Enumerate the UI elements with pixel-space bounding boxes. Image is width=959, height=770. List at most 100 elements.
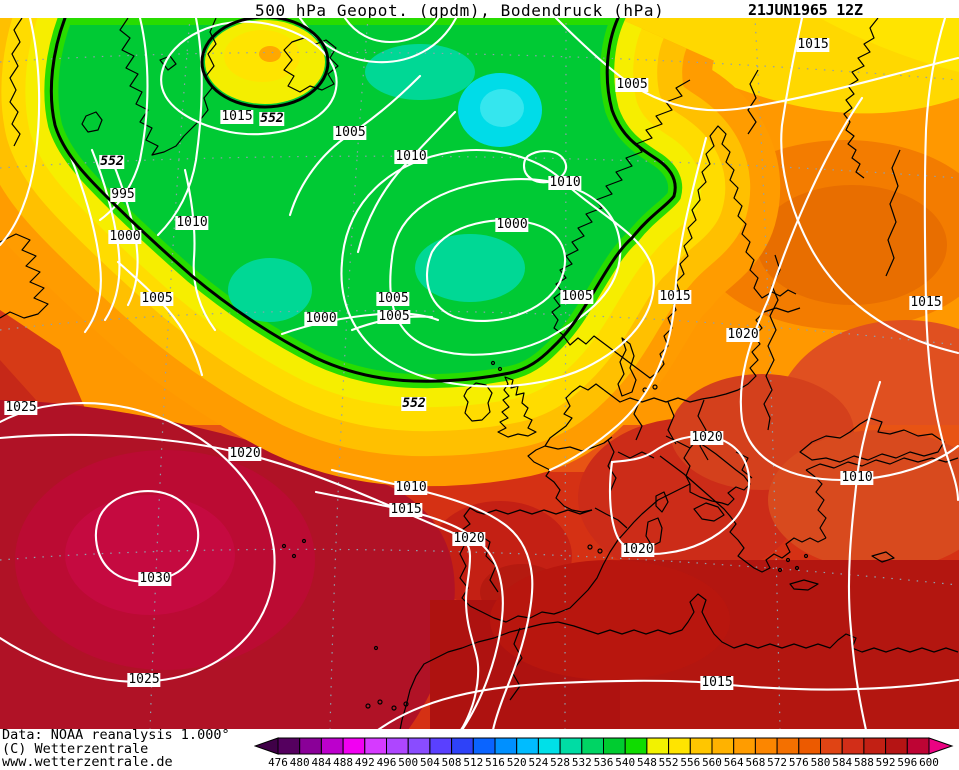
contour-label: 1020 bbox=[621, 542, 655, 557]
contour-label: 1020 bbox=[690, 430, 724, 445]
contour-label: 995 bbox=[110, 187, 136, 202]
colorbar-cell bbox=[776, 737, 800, 755]
colorbar-tick: 576 bbox=[789, 756, 809, 769]
footer: Data: NOAA reanalysis 1.000° (C) Wetterze… bbox=[0, 727, 959, 770]
contour-label: 1010 bbox=[548, 175, 582, 190]
title-bar: 500 hPa Geopot. (gpdm), Bodendruck (hPa)… bbox=[0, 0, 959, 20]
colorbar-cell bbox=[299, 737, 322, 755]
colorbar-tick: 536 bbox=[594, 756, 614, 769]
contour-label: 1005 bbox=[376, 291, 410, 306]
contour-label: 1015 bbox=[909, 295, 943, 310]
colorbar-cell bbox=[429, 737, 453, 755]
colorbar-cell bbox=[516, 737, 539, 755]
colorbar-tick: 488 bbox=[333, 756, 353, 769]
credit-line-2: (C) Wetterzentrale bbox=[2, 740, 149, 757]
colorbar-tick: 480 bbox=[290, 756, 310, 769]
colorbar-cell bbox=[711, 737, 735, 755]
colorbar-tick: 556 bbox=[680, 756, 700, 769]
map-datetime: 21JUN1965 12Z bbox=[748, 1, 863, 19]
colorbar-tick: 568 bbox=[745, 756, 765, 769]
colorbar-tick: 504 bbox=[420, 756, 440, 769]
contour-label: 1015 bbox=[796, 37, 830, 52]
colorbar-tick: 512 bbox=[463, 756, 483, 769]
contour-label: 1015 bbox=[658, 289, 692, 304]
contour-label: 1005 bbox=[140, 291, 174, 306]
contour-label: 1020 bbox=[452, 531, 486, 546]
contour-label: 552 bbox=[259, 111, 285, 126]
colorbar-cell bbox=[798, 737, 821, 755]
colorbar-tick: 584 bbox=[832, 756, 852, 769]
colorbar-cell bbox=[277, 737, 301, 755]
colorbar-cell bbox=[451, 737, 474, 755]
contour-label: 1000 bbox=[495, 217, 529, 232]
contour-label: 1005 bbox=[560, 289, 594, 304]
colorbar-tick: 588 bbox=[854, 756, 874, 769]
contour-label: 1005 bbox=[333, 125, 367, 140]
contour-label: 1015 bbox=[700, 675, 734, 690]
colorbar-arrow bbox=[254, 737, 279, 755]
contour-label: 1010 bbox=[175, 215, 209, 230]
map-title: 500 hPa Geopot. (gpdm), Bodendruck (hPa) bbox=[255, 1, 665, 20]
credit-line-1: Data: NOAA reanalysis 1.000° bbox=[2, 727, 230, 743]
colorbar-tick: 580 bbox=[811, 756, 831, 769]
colorbar-tick: 564 bbox=[724, 756, 744, 769]
contour-label: 1010 bbox=[394, 480, 428, 495]
colorbar-cell bbox=[320, 737, 344, 755]
contour-label: 1000 bbox=[304, 311, 338, 326]
contour-552 bbox=[49, 18, 677, 383]
colorbar-tick: 560 bbox=[702, 756, 722, 769]
colorbar-tick: 496 bbox=[377, 756, 397, 769]
colorbar-tick: 552 bbox=[659, 756, 679, 769]
contour-label: 1020 bbox=[228, 446, 262, 461]
contour-label: 1005 bbox=[615, 77, 649, 92]
contour-label: 1010 bbox=[840, 470, 874, 485]
colorbar-tick: 572 bbox=[767, 756, 787, 769]
colorbar-tick: 528 bbox=[550, 756, 570, 769]
contour-label: 1015 bbox=[389, 502, 423, 517]
colorbar-tick: 532 bbox=[572, 756, 592, 769]
colorbar-cell bbox=[407, 737, 431, 755]
colorbar-cell bbox=[603, 737, 626, 755]
colorbar-cell bbox=[646, 737, 670, 755]
colorbar-cell bbox=[624, 737, 648, 755]
colorbar-tick: 592 bbox=[876, 756, 896, 769]
colorbar-cell bbox=[581, 737, 604, 755]
colorbar-cell bbox=[342, 737, 366, 755]
colorbar-cell bbox=[386, 737, 409, 755]
colorbar-cell bbox=[668, 737, 691, 755]
colorbar-cell bbox=[537, 737, 561, 755]
colorbar-tick: 516 bbox=[485, 756, 505, 769]
colorbar-tick: 524 bbox=[528, 756, 548, 769]
colorbar-cell bbox=[364, 737, 388, 755]
colorbar-tick: 500 bbox=[398, 756, 418, 769]
colorbar-tick: 476 bbox=[268, 756, 288, 769]
contour-label: 1005 bbox=[377, 309, 411, 324]
colorbar-cell bbox=[494, 737, 518, 755]
colorbar-cell bbox=[689, 737, 713, 755]
colorbar-cell bbox=[733, 737, 756, 755]
contour-label: 1025 bbox=[4, 400, 38, 415]
colorbar-tick: 596 bbox=[897, 756, 917, 769]
data-credit: Data: NOAA reanalysis 1.000° (C) Wetterze… bbox=[2, 727, 230, 770]
colorbar-cell bbox=[754, 737, 778, 755]
colorbar-tick: 520 bbox=[507, 756, 527, 769]
map-canvas: 1015 552 1005 1010 552 995 1010 1000 1005 1000 100… bbox=[0, 18, 959, 730]
colorbar-cell bbox=[472, 737, 496, 755]
colorbar-tick: 492 bbox=[355, 756, 375, 769]
graticule bbox=[0, 18, 959, 730]
contour-label: 1015 bbox=[220, 109, 254, 124]
colorbar-cell bbox=[885, 737, 908, 755]
contour-label: 1000 bbox=[108, 229, 142, 244]
colorbar-cell bbox=[906, 737, 930, 755]
colorbar-tick: 540 bbox=[615, 756, 635, 769]
colorbar-cell bbox=[863, 737, 887, 755]
colorbar-cell bbox=[820, 737, 843, 755]
contour-label: 1010 bbox=[394, 149, 428, 164]
contour-label: 552 bbox=[99, 154, 125, 169]
contour-label: 1020 bbox=[726, 327, 760, 342]
map-graphic bbox=[0, 18, 959, 730]
colorbar-tick: 548 bbox=[637, 756, 657, 769]
colorbar-arrow bbox=[928, 737, 954, 755]
credit-line-3: www.wetterzentrale.de bbox=[2, 754, 173, 770]
